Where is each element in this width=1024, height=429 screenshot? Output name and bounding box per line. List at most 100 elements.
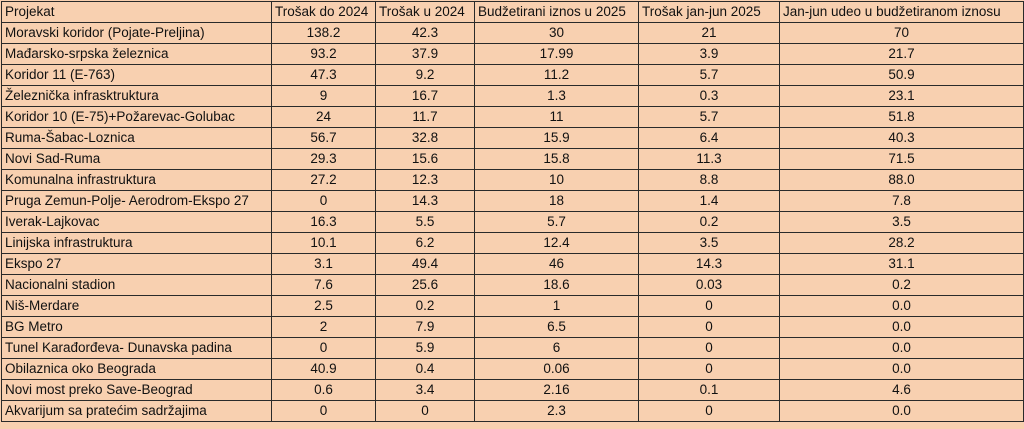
value-cell: 6.2	[375, 232, 475, 254]
project-name-cell: Nacionalni stadion	[1, 274, 272, 296]
value-cell: 0.6	[271, 379, 376, 401]
value-cell: 0.1	[638, 379, 780, 401]
value-cell: 25.6	[375, 274, 475, 296]
value-cell: 46	[474, 253, 639, 275]
table-row: Moravski koridor (Pojate-Preljina) 138.2 4…	[1, 22, 1024, 44]
table-body: Moravski koridor (Pojate-Preljina) 138.2 4…	[1, 22, 1024, 422]
value-cell: 5.7	[638, 64, 780, 86]
value-cell: 5.9	[375, 337, 475, 359]
table-row: Komunalna infrastruktura 27.2 12.3 10 8.8 88.…	[1, 169, 1024, 191]
value-cell: 0	[638, 358, 780, 380]
column-header: Jan-jun udeo u budžetiranom iznosu	[779, 1, 1024, 23]
project-name-cell: Mađarsko-srpska železnica	[1, 43, 272, 65]
value-cell: 16.3	[271, 211, 376, 233]
value-cell: 56.7	[271, 127, 376, 149]
table-row: Niš-Merdare 2.5 0.2 1 0 0.0	[1, 295, 1024, 317]
value-cell: 3.4	[375, 379, 475, 401]
table-row: Novi most preko Save-Beograd 0.6 3.4 2.16 0.…	[1, 379, 1024, 401]
value-cell: 18.6	[474, 274, 639, 296]
value-cell: 0.06	[474, 358, 639, 380]
column-header: Trošak do 2024	[271, 1, 376, 23]
project-name-cell: Novi Sad-Ruma	[1, 148, 272, 170]
table-row: Koridor 11 (E-763) 47.3 9.2 11.2 5.7 50.9	[1, 64, 1024, 86]
value-cell: 1.3	[474, 85, 639, 107]
table-row: Akvarijum sa pratećim sadržajima 0 0 2.3 0 0.…	[1, 400, 1024, 422]
project-name-cell: Pruga Zemun-Polje- Aerodrom-Ekspo 27	[1, 190, 272, 212]
value-cell: 0.3	[638, 85, 780, 107]
value-cell: 15.6	[375, 148, 475, 170]
table-row: Ruma-Šabac-Loznica 56.7 32.8 15.9 6.4 40.3	[1, 127, 1024, 149]
project-name-cell: BG Metro	[1, 316, 272, 338]
project-name-cell: Tunel Karađorđeva- Dunavska padina	[1, 337, 272, 359]
project-name-cell: Linijska infrastruktura	[1, 232, 272, 254]
column-header: Budžetirani iznos u 2025	[474, 1, 639, 23]
value-cell: 50.9	[779, 64, 1024, 86]
value-cell: 0.03	[638, 274, 780, 296]
value-cell: 15.9	[474, 127, 639, 149]
value-cell: 32.8	[375, 127, 475, 149]
value-cell: 7.9	[375, 316, 475, 338]
header-row: Projekat Trošak do 2024 Trošak u 2024 Budže…	[1, 1, 1024, 23]
value-cell: 21.7	[779, 43, 1024, 65]
value-cell: 2.3	[474, 400, 639, 422]
value-cell: 1.4	[638, 190, 780, 212]
table-row: Koridor 10 (E-75)+Požarevac-Golubac 24 11.…	[1, 106, 1024, 128]
value-cell: 88.0	[779, 169, 1024, 191]
value-cell: 12.3	[375, 169, 475, 191]
project-name-cell: Koridor 11 (E-763)	[1, 64, 272, 86]
project-name-cell: Obilaznica oko Beograda	[1, 358, 272, 380]
project-name-cell: Ekspo 27	[1, 253, 272, 275]
value-cell: 5.5	[375, 211, 475, 233]
value-cell: 23.1	[779, 85, 1024, 107]
table-row: Nacionalni stadion 7.6 25.6 18.6 0.03 0.2	[1, 274, 1024, 296]
value-cell: 11.7	[375, 106, 475, 128]
value-cell: 11.2	[474, 64, 639, 86]
value-cell: 0.2	[638, 211, 780, 233]
value-cell: 0.0	[779, 337, 1024, 359]
table-row: Iverak-Lajkovac 16.3 5.5 5.7 0.2 3.5	[1, 211, 1024, 233]
value-cell: 2.5	[271, 295, 376, 317]
table-row: Mađarsko-srpska železnica 93.2 37.9 17.99 3.…	[1, 43, 1024, 65]
project-name-cell: Iverak-Lajkovac	[1, 211, 272, 233]
value-cell: 8.8	[638, 169, 780, 191]
value-cell: 0.4	[375, 358, 475, 380]
value-cell: 138.2	[271, 22, 376, 44]
value-cell: 29.3	[271, 148, 376, 170]
value-cell: 0	[271, 400, 376, 422]
value-cell: 0.0	[779, 295, 1024, 317]
value-cell: 0.0	[779, 316, 1024, 338]
value-cell: 16.7	[375, 85, 475, 107]
table-row: Železnička infrasktruktura 9 16.7 1.3 0.3 23.…	[1, 85, 1024, 107]
column-header: Trošak u 2024	[375, 1, 475, 23]
value-cell: 5.7	[474, 211, 639, 233]
value-cell: 6.5	[474, 316, 639, 338]
project-name-cell: Komunalna infrastruktura	[1, 169, 272, 191]
value-cell: 3.5	[779, 211, 1024, 233]
project-name-cell: Moravski koridor (Pojate-Preljina)	[1, 22, 272, 44]
table-row: Obilaznica oko Beograda 40.9 0.4 0.06 0 0.0	[1, 358, 1024, 380]
value-cell: 11	[474, 106, 639, 128]
value-cell: 14.3	[638, 253, 780, 275]
value-cell: 21	[638, 22, 780, 44]
value-cell: 0.2	[375, 295, 475, 317]
value-cell: 0	[271, 190, 376, 212]
value-cell: 9	[271, 85, 376, 107]
value-cell: 11.3	[638, 148, 780, 170]
value-cell: 31.1	[779, 253, 1024, 275]
table-row: BG Metro 2 7.9 6.5 0 0.0	[1, 316, 1024, 338]
value-cell: 0	[375, 400, 475, 422]
value-cell: 2	[271, 316, 376, 338]
table-row: Ekspo 27 3.1 49.4 46 14.3 31.1	[1, 253, 1024, 275]
value-cell: 4.6	[779, 379, 1024, 401]
value-cell: 12.4	[474, 232, 639, 254]
value-cell: 71.5	[779, 148, 1024, 170]
value-cell: 3.9	[638, 43, 780, 65]
value-cell: 17.99	[474, 43, 639, 65]
value-cell: 42.3	[375, 22, 475, 44]
value-cell: 10.1	[271, 232, 376, 254]
value-cell: 5.7	[638, 106, 780, 128]
value-cell: 37.9	[375, 43, 475, 65]
value-cell: 70	[779, 22, 1024, 44]
value-cell: 28.2	[779, 232, 1024, 254]
